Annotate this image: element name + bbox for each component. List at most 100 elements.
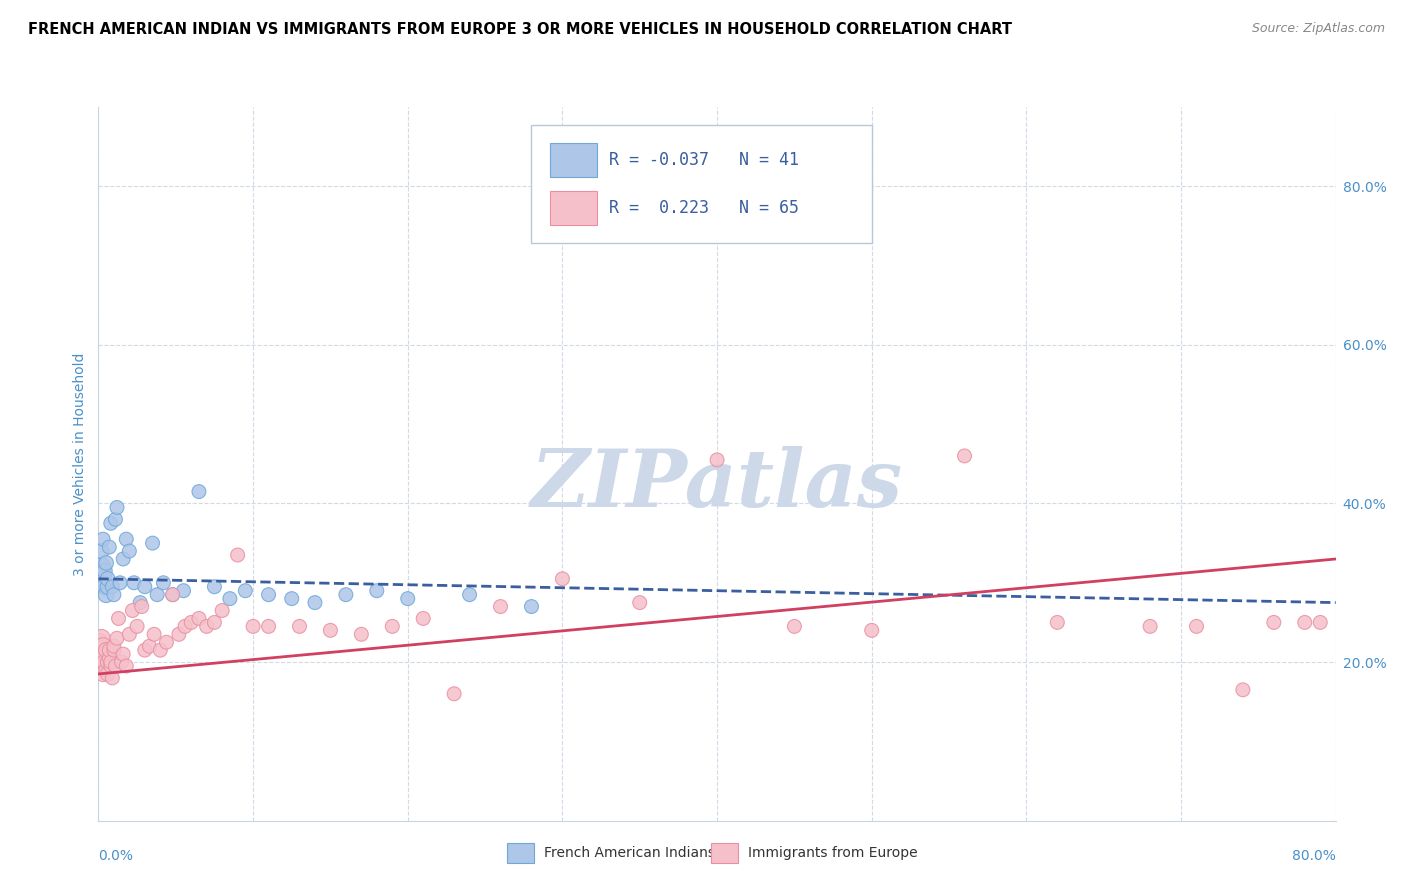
Point (138, 639, 160, 653)
Point (93, 647, 115, 661)
Point (219, 591, 242, 606)
Point (93, 655, 115, 669)
Point (412, 611, 434, 625)
Point (319, 624, 342, 638)
Point (104, 512, 127, 526)
Point (152, 575, 174, 590)
Point (1139, 619, 1161, 633)
Point (112, 647, 135, 661)
Point (1185, 619, 1208, 633)
Point (104, 659, 127, 673)
Point (97, 655, 120, 669)
Point (149, 643, 172, 657)
Point (188, 611, 211, 625)
FancyBboxPatch shape (711, 844, 738, 863)
Point (489, 599, 512, 614)
Point (118, 627, 141, 641)
Point (115, 532, 138, 546)
Point (226, 548, 249, 562)
Point (90, 560, 112, 574)
Point (131, 599, 153, 614)
Point (105, 632, 128, 646)
Point (134, 643, 156, 657)
Point (458, 588, 481, 602)
Point (860, 624, 883, 638)
Text: ZIPatlas: ZIPatlas (531, 447, 903, 524)
Point (335, 588, 357, 602)
Point (96, 556, 118, 570)
FancyBboxPatch shape (550, 191, 598, 225)
Point (381, 619, 404, 633)
Point (162, 588, 184, 602)
Point (107, 611, 129, 625)
Point (100, 655, 122, 669)
Text: R = -0.037   N = 41: R = -0.037 N = 41 (609, 151, 800, 169)
Point (101, 671, 124, 685)
Point (204, 580, 226, 594)
Point (520, 599, 543, 614)
Point (105, 500, 128, 515)
Point (98, 651, 121, 665)
Point (103, 588, 125, 602)
Point (1232, 682, 1254, 697)
Point (195, 619, 218, 633)
Point (98, 540, 121, 554)
Point (288, 619, 311, 633)
Point (111, 655, 134, 669)
Point (551, 572, 574, 586)
Point (122, 575, 145, 590)
Point (146, 588, 169, 602)
Point (155, 635, 177, 649)
Point (204, 615, 226, 630)
FancyBboxPatch shape (531, 125, 872, 243)
Point (257, 619, 280, 633)
Point (180, 615, 202, 630)
Point (100, 516, 122, 531)
Point (100, 659, 122, 673)
Point (93, 564, 115, 578)
Point (127, 619, 149, 633)
Point (91, 667, 114, 681)
Point (134, 580, 156, 594)
FancyBboxPatch shape (506, 844, 534, 863)
Point (89, 575, 111, 590)
Point (142, 536, 165, 550)
Point (91, 639, 114, 653)
Point (1263, 615, 1285, 630)
Point (1309, 615, 1331, 630)
Point (211, 603, 233, 617)
Point (103, 643, 125, 657)
Point (706, 453, 728, 467)
Point (97, 667, 120, 681)
Point (162, 588, 184, 602)
Point (1046, 615, 1069, 630)
Point (97, 572, 120, 586)
Point (91, 567, 114, 582)
Point (98, 643, 121, 657)
Point (188, 484, 211, 499)
Point (90, 659, 112, 673)
Text: 0.0%: 0.0% (98, 849, 134, 863)
Point (242, 619, 264, 633)
Point (257, 588, 280, 602)
Text: French American Indians: French American Indians (544, 847, 714, 861)
Point (173, 583, 195, 598)
Y-axis label: 3 or more Vehicles in Household: 3 or more Vehicles in Household (73, 352, 87, 575)
Point (167, 627, 190, 641)
Point (96, 643, 118, 657)
Point (96, 663, 118, 677)
Point (396, 591, 419, 606)
Point (953, 449, 976, 463)
Point (143, 627, 166, 641)
Point (121, 603, 143, 617)
Point (91, 532, 114, 546)
Point (97, 580, 120, 594)
Text: 80.0%: 80.0% (1292, 849, 1336, 863)
Point (235, 583, 257, 598)
Point (89, 643, 111, 657)
Point (96, 588, 118, 602)
Point (108, 575, 131, 590)
Point (93, 580, 115, 594)
Point (101, 580, 124, 594)
FancyBboxPatch shape (550, 143, 598, 177)
